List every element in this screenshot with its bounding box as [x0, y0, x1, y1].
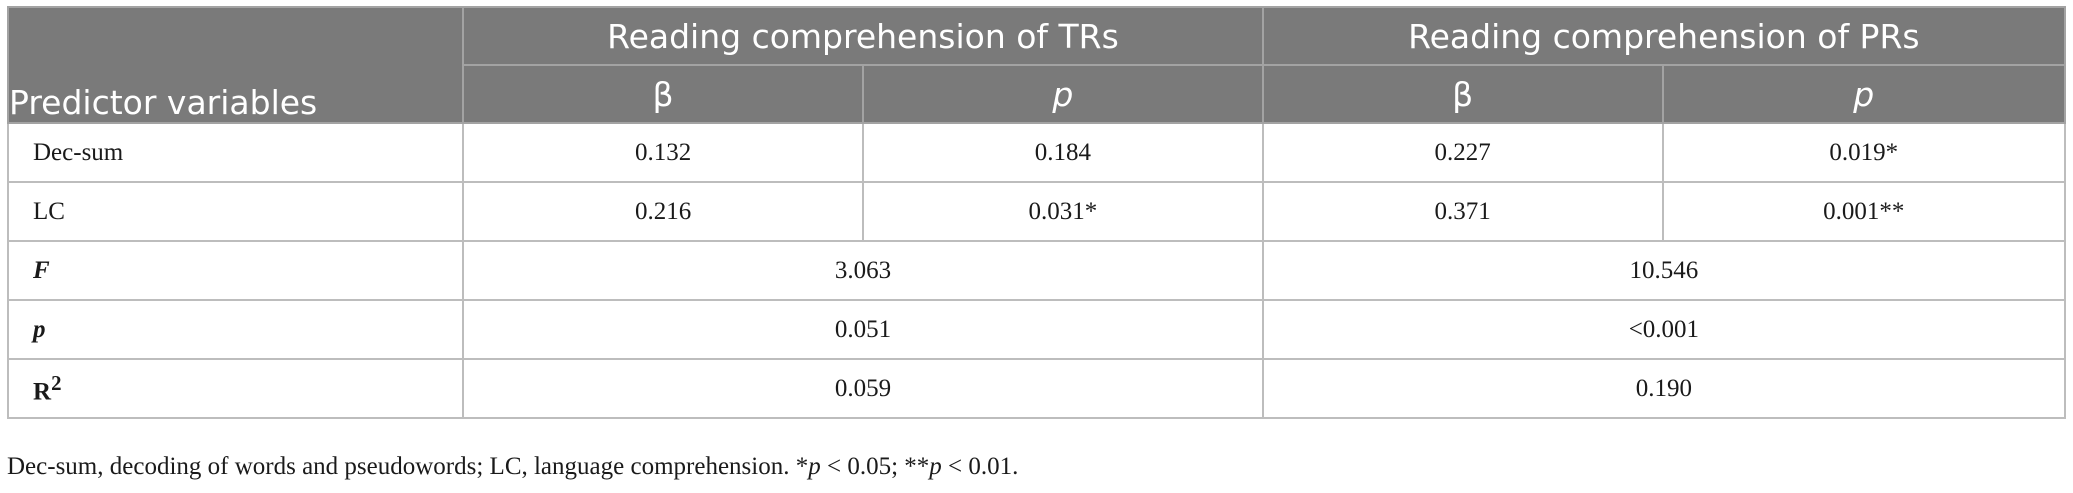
cell-value: 0.227	[1261, 122, 1664, 183]
subheader-p-trs: p	[861, 64, 1264, 124]
cell-value: 0.031*	[861, 181, 1264, 242]
table-container: Predictor variables Reading comprehensio…	[6, 6, 2067, 419]
row-label-p: p	[6, 299, 465, 360]
cell-value: 0.132	[462, 122, 864, 183]
row-label-f: F	[6, 240, 465, 301]
cell-value: 0.184	[861, 122, 1264, 183]
table-row: p 0.051 <0.001	[6, 299, 2067, 360]
r-superscript: 2	[51, 370, 62, 395]
table-footnote: Dec-sum, decoding of words and pseudowor…	[7, 453, 1018, 481]
row-label-r-squared: R2	[6, 358, 465, 419]
cell-value: 0.190	[1261, 358, 2067, 419]
subheader-beta-trs: β	[462, 64, 864, 124]
cell-value: 0.216	[462, 181, 864, 242]
footnote-definitions: Dec-sum, decoding of words and pseudowor…	[7, 453, 809, 480]
table-row: F 3.063 10.546	[6, 240, 2067, 301]
group-header-prs: Reading comprehension of PRs	[1261, 6, 2067, 66]
cell-value: 0.019*	[1661, 122, 2067, 183]
cell-value: 0.371	[1261, 181, 1664, 242]
group-header-trs: Reading comprehension of TRs	[462, 6, 1264, 66]
cell-value: 3.063	[462, 240, 1264, 301]
cell-value: 0.001**	[1661, 181, 2067, 242]
cell-value: 10.546	[1261, 240, 2067, 301]
table-row: R2 0.059 0.190	[6, 358, 2067, 419]
footnote-threshold-2: < 0.01.	[941, 453, 1019, 480]
row-label-lc: LC	[6, 181, 465, 242]
table-row: LC 0.216 0.031* 0.371 0.001**	[6, 181, 2067, 242]
table-row: Dec-sum 0.132 0.184 0.227 0.019*	[6, 122, 2067, 183]
predictor-variables-header: Predictor variables	[6, 6, 465, 124]
row-label-dec-sum: Dec-sum	[6, 122, 465, 183]
cell-value: 0.051	[462, 299, 1264, 360]
cell-value: <0.001	[1261, 299, 2067, 360]
footnote-p-symbol: p	[808, 453, 821, 480]
footnote-threshold-1: < 0.05; **	[820, 453, 930, 480]
subheader-p-prs: p	[1661, 64, 2067, 124]
regression-table: Predictor variables Reading comprehensio…	[6, 6, 2067, 419]
cell-value: 0.059	[462, 358, 1264, 419]
subheader-beta-prs: β	[1261, 64, 1664, 124]
footnote-p-symbol: p	[929, 453, 942, 480]
r-label: R	[33, 378, 52, 406]
